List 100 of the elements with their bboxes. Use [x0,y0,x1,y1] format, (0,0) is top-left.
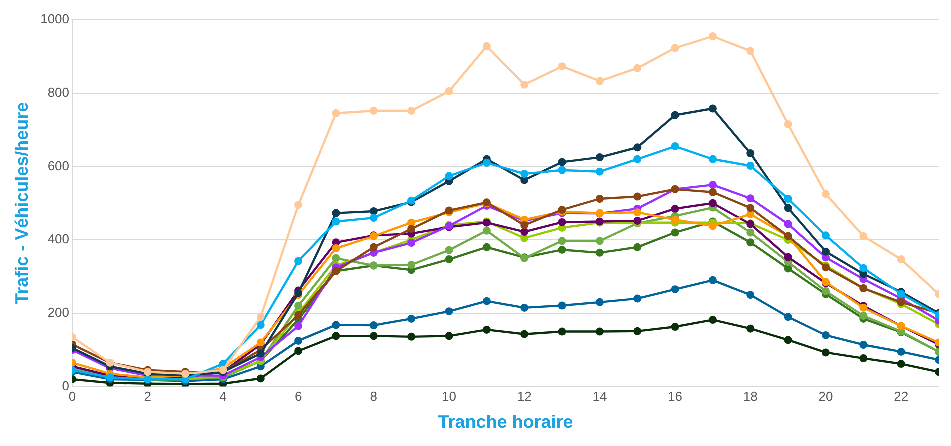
point [332,254,340,262]
point [370,322,378,330]
x-tick-label: 8 [370,389,378,404]
point [558,237,566,246]
x-tick-label: 2 [144,389,152,404]
point [445,88,454,96]
point [370,243,378,252]
point [860,354,868,363]
point [370,332,378,340]
point [596,248,604,257]
point [596,154,604,162]
point [558,166,566,174]
point [708,276,717,284]
point [408,106,416,115]
x-tick-label: 20 [818,389,834,404]
point [897,348,906,356]
point [746,47,755,56]
point [860,264,868,272]
point [708,155,717,164]
point [708,188,717,196]
point [558,158,566,166]
x-tick-label: 4 [220,389,227,404]
point [708,199,717,208]
point [634,155,642,164]
point [634,208,642,217]
point [294,322,303,330]
y-axis-title: Trafic - Véhicules/heure [12,102,32,304]
point [482,243,491,252]
point [746,291,755,300]
point [596,328,604,336]
point [294,336,303,345]
point [860,340,868,349]
point [746,162,755,170]
point [332,244,340,253]
x-tick-label: 14 [592,389,608,404]
point [520,170,529,178]
point [897,256,906,264]
point [822,348,830,357]
point [370,106,378,115]
point [634,294,642,303]
point [784,220,792,228]
point [746,228,755,237]
point [671,44,680,52]
point [332,209,340,218]
point [860,232,868,240]
point [671,142,680,151]
point [671,216,680,224]
point [445,332,454,340]
point [445,246,454,254]
point [482,326,491,334]
point [746,238,755,247]
x-tick-label: 22 [894,389,909,404]
point [708,222,717,230]
point [634,64,642,72]
point [408,239,416,248]
point [746,150,755,158]
point [784,253,792,262]
point [408,261,416,270]
point [256,374,265,383]
point [784,120,792,129]
point [482,42,491,50]
point [558,246,566,254]
point [671,204,680,213]
point [671,286,680,294]
point [822,248,830,256]
point [445,308,454,316]
x-tick-label: 16 [668,389,683,404]
point [897,360,906,368]
point [708,181,717,190]
point [370,207,378,216]
point [634,192,642,201]
point [482,297,491,306]
point [558,62,566,71]
point [784,313,792,322]
point [596,237,604,246]
point [482,226,491,235]
point [746,194,755,203]
point [256,350,265,358]
point [332,321,340,330]
x-tick-label: 10 [442,389,456,404]
point [558,328,566,336]
point [370,214,378,222]
point [746,324,755,333]
y-tick-label: 400 [48,232,70,247]
point [671,111,680,120]
y-tick-label: 200 [48,305,70,320]
point [520,304,529,312]
point [445,172,454,180]
point [558,302,566,310]
point [294,257,303,266]
point [520,330,529,338]
point [860,312,868,320]
point [408,225,416,234]
point [784,336,792,344]
point [671,323,680,332]
point [784,204,792,212]
point [746,204,755,212]
y-tick-label: 600 [48,158,70,174]
point [482,159,491,168]
y-tick-label: 800 [48,84,70,100]
